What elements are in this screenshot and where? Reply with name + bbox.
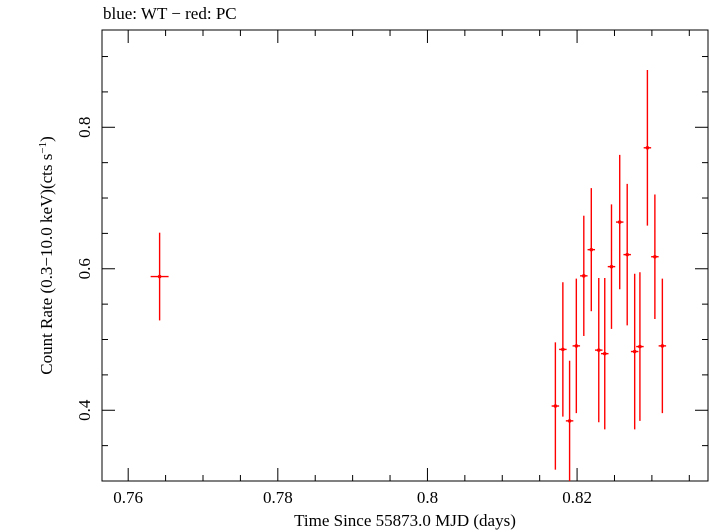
data-point bbox=[636, 272, 644, 421]
x-tick-label: 0.76 bbox=[113, 488, 143, 507]
point-marker bbox=[645, 145, 650, 150]
data-points bbox=[150, 69, 667, 481]
point-marker bbox=[567, 419, 572, 423]
data-point bbox=[559, 282, 567, 417]
data-point bbox=[551, 342, 560, 470]
y-axis-label-exponent: −1 bbox=[37, 142, 49, 154]
plot-frame bbox=[101, 29, 709, 482]
data-point bbox=[587, 188, 596, 312]
data-point bbox=[601, 277, 609, 430]
point-marker bbox=[589, 247, 594, 252]
point-marker bbox=[561, 347, 565, 352]
point-marker bbox=[553, 404, 558, 408]
y-tick-label: 0.8 bbox=[75, 117, 94, 138]
point-marker bbox=[582, 274, 586, 278]
data-point bbox=[658, 278, 667, 414]
data-point bbox=[580, 215, 588, 336]
data-point bbox=[150, 232, 169, 321]
x-tick-label: 0.8 bbox=[417, 488, 438, 507]
y-axis-label: Count Rate (0.3−10.0 keV)(cts s−1) bbox=[37, 136, 56, 375]
point-marker bbox=[660, 344, 665, 348]
tick-labels: 0.76 0.78 0.8 0.82 0.4 0.6 0.8 bbox=[75, 117, 592, 507]
data-point bbox=[607, 204, 616, 329]
point-marker bbox=[632, 349, 637, 354]
data-point bbox=[615, 154, 624, 290]
y-tick-label: 0.4 bbox=[75, 399, 94, 421]
y-axis-label-main: Count Rate (0.3−10.0 keV)(cts s bbox=[37, 154, 56, 375]
point-marker bbox=[609, 264, 614, 269]
data-point bbox=[630, 273, 639, 430]
data-point bbox=[651, 194, 659, 319]
y-tick-label: 0.6 bbox=[75, 258, 94, 279]
point-marker bbox=[157, 274, 162, 279]
data-point bbox=[623, 183, 631, 326]
y-axis-label-close: ) bbox=[37, 136, 56, 142]
data-point bbox=[643, 69, 652, 226]
data-point bbox=[572, 278, 581, 414]
point-marker bbox=[574, 344, 579, 348]
point-marker bbox=[596, 348, 601, 352]
tick-marks bbox=[102, 30, 708, 482]
x-axis-label: Time Since 55873.0 MJD (days) bbox=[294, 511, 516, 530]
point-marker bbox=[653, 254, 657, 259]
x-tick-label: 0.78 bbox=[263, 488, 293, 507]
data-point bbox=[565, 360, 574, 481]
point-marker bbox=[602, 351, 607, 356]
point-marker bbox=[617, 220, 622, 224]
data-point bbox=[595, 277, 603, 423]
point-marker bbox=[638, 344, 642, 349]
point-marker bbox=[625, 252, 629, 257]
x-tick-label: 0.82 bbox=[562, 488, 592, 507]
chart-title: blue: WT − red: PC bbox=[103, 4, 237, 23]
